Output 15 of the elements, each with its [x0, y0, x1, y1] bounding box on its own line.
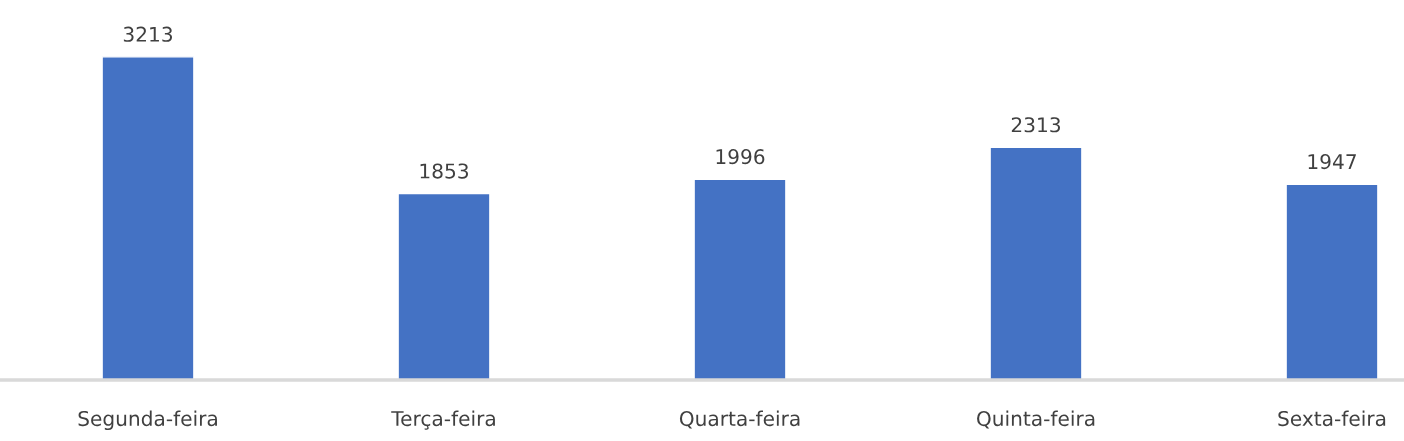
x-tick-label: Quinta-feira — [977, 410, 1095, 429]
x-tick-label: Quarta-feira — [679, 410, 800, 429]
bar — [989, 146, 1083, 380]
bar — [693, 178, 787, 380]
x-tick-label: Terça-feira — [391, 410, 495, 430]
bar — [101, 56, 195, 380]
x-tick-label: Segunda-feira — [78, 410, 217, 431]
x-tick-label: Sexta-feira — [1278, 410, 1386, 427]
data-label: 1996 — [716, 149, 765, 165]
data-label: 3213 — [123, 26, 173, 42]
bar — [1285, 183, 1379, 380]
data-label: 2313 — [1011, 117, 1061, 133]
data-label: 1947 — [1308, 153, 1356, 170]
bar — [397, 192, 491, 380]
data-label: 1853 — [420, 163, 469, 179]
